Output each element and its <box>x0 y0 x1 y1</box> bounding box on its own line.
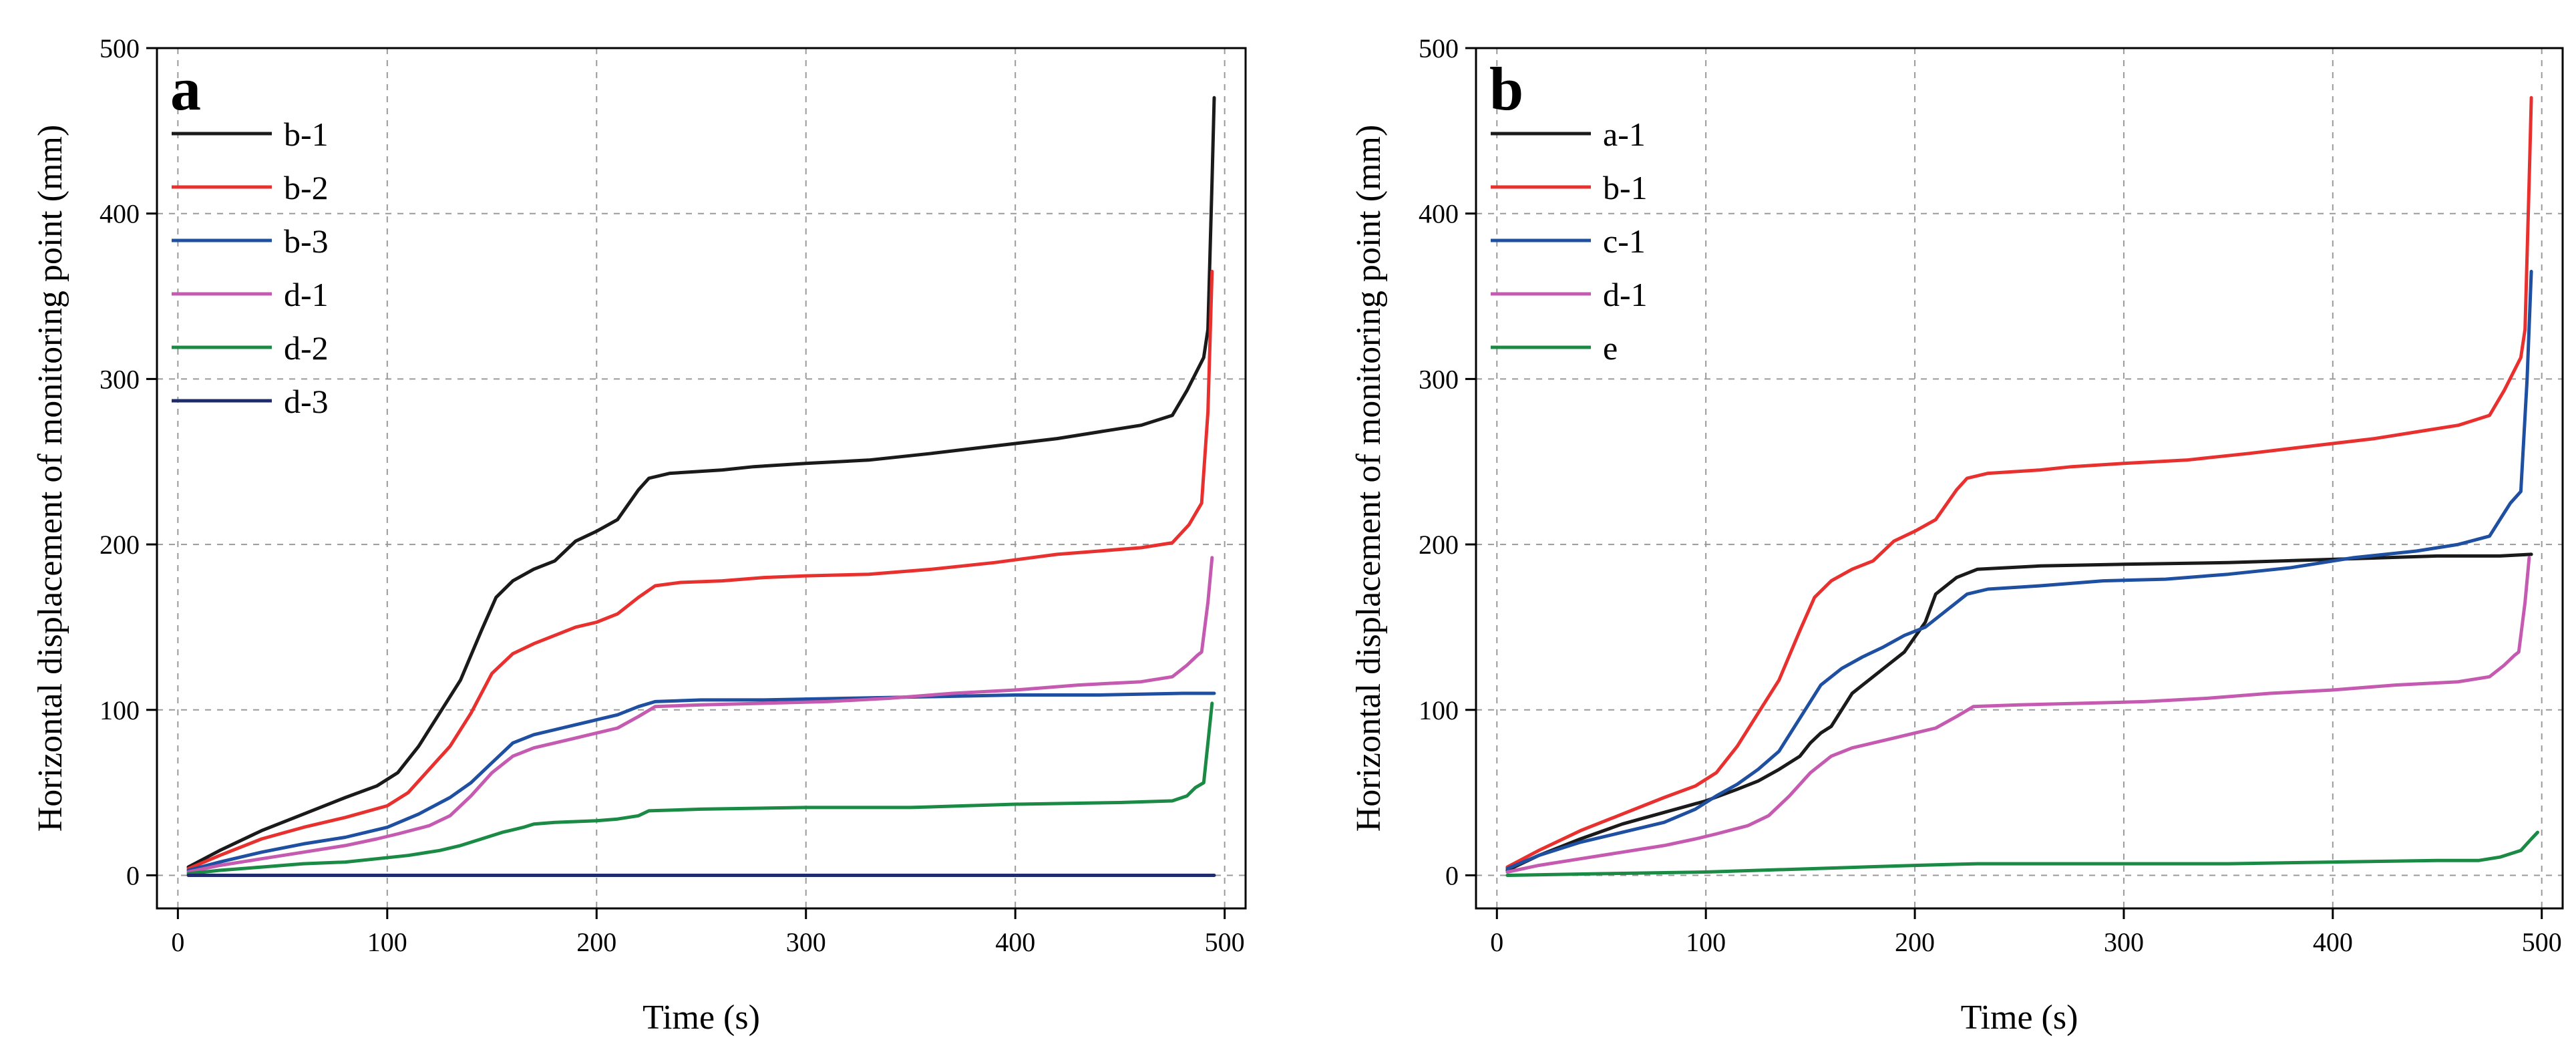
panel-b: 0 100 200 300 400 500 0 100 200 300 400 500 b a-1 b-1 c… <box>1350 33 2564 1037</box>
legend-label-b-3: b-3 <box>284 222 329 260</box>
y-tick-label: 500 <box>100 33 140 63</box>
y-tick-label: 0 <box>1445 860 1459 890</box>
y-tick-label: 400 <box>100 199 140 229</box>
x-tick-label: 100 <box>1686 927 1726 957</box>
legend-label-a-1: a-1 <box>1603 116 1646 153</box>
x-axis-label: Time (s) <box>1961 999 2078 1037</box>
series-line-a-1 <box>1505 552 2533 872</box>
x-tick-label: 100 <box>367 927 407 957</box>
y-tick-label: 300 <box>100 364 140 394</box>
legend-label-d-1: d-1 <box>284 276 329 313</box>
y-tick-label: 200 <box>100 530 140 560</box>
series-line-d-2 <box>186 701 1214 876</box>
y-tick-label: 0 <box>126 860 140 890</box>
x-tick-label: 300 <box>786 927 826 957</box>
series-line-b-1 <box>186 96 1216 869</box>
y-tick-label: 200 <box>1419 530 1459 560</box>
panel-label: a <box>170 55 201 123</box>
y-axis-label: Horizontal displacement of monitoring po… <box>1350 125 1388 832</box>
legend-label-d-2: d-2 <box>284 329 329 367</box>
series-line-e <box>1505 830 2539 877</box>
y-tick-label: 400 <box>1419 199 1459 229</box>
series-line-b-1 <box>1505 96 2533 869</box>
x-tick-label: 0 <box>1490 927 1503 957</box>
y-tick-label: 100 <box>1419 695 1459 725</box>
x-tick-label: 200 <box>576 927 616 957</box>
x-tick-label: 0 <box>171 927 184 957</box>
legend-label-e: e <box>1603 329 1618 367</box>
legend-label-b-2: b-2 <box>284 169 329 206</box>
plot-frame <box>156 47 1247 910</box>
x-tick-label: 200 <box>1895 927 1935 957</box>
legend-label-d-3: d-3 <box>284 383 329 420</box>
y-tick-label: 300 <box>1419 364 1459 394</box>
x-tick-label: 400 <box>995 927 1035 957</box>
panel-a: 0 100 200 300 400 500 0 100 200 300 400 500 a b-1 b-2 b… <box>31 33 1247 1037</box>
y-axis-label: Horizontal displacement of monitoring po… <box>31 125 69 832</box>
series-line-c-1 <box>1505 269 2533 871</box>
y-tick-label: 100 <box>100 695 140 725</box>
x-axis-label: Time (s) <box>642 999 760 1037</box>
plot-frame <box>1475 47 2564 910</box>
y-tick-label: 500 <box>1419 33 1459 63</box>
series-line-d-1 <box>1505 556 2531 874</box>
legend-label-b-1: b-1 <box>1603 169 1648 206</box>
x-tick-label: 500 <box>2522 927 2562 957</box>
series-line-b-3 <box>186 691 1216 872</box>
x-tick-label: 400 <box>2313 927 2353 957</box>
series-line-d-1 <box>186 556 1214 874</box>
legend-label-b-1: b-1 <box>284 116 329 153</box>
x-tick-label: 300 <box>2104 927 2144 957</box>
panel-label: b <box>1489 55 1523 123</box>
x-tick-label: 500 <box>1205 927 1245 957</box>
legend-label-d-1: d-1 <box>1603 276 1648 313</box>
series-line-b-2 <box>186 269 1214 871</box>
legend-label-c-1: c-1 <box>1603 222 1646 260</box>
